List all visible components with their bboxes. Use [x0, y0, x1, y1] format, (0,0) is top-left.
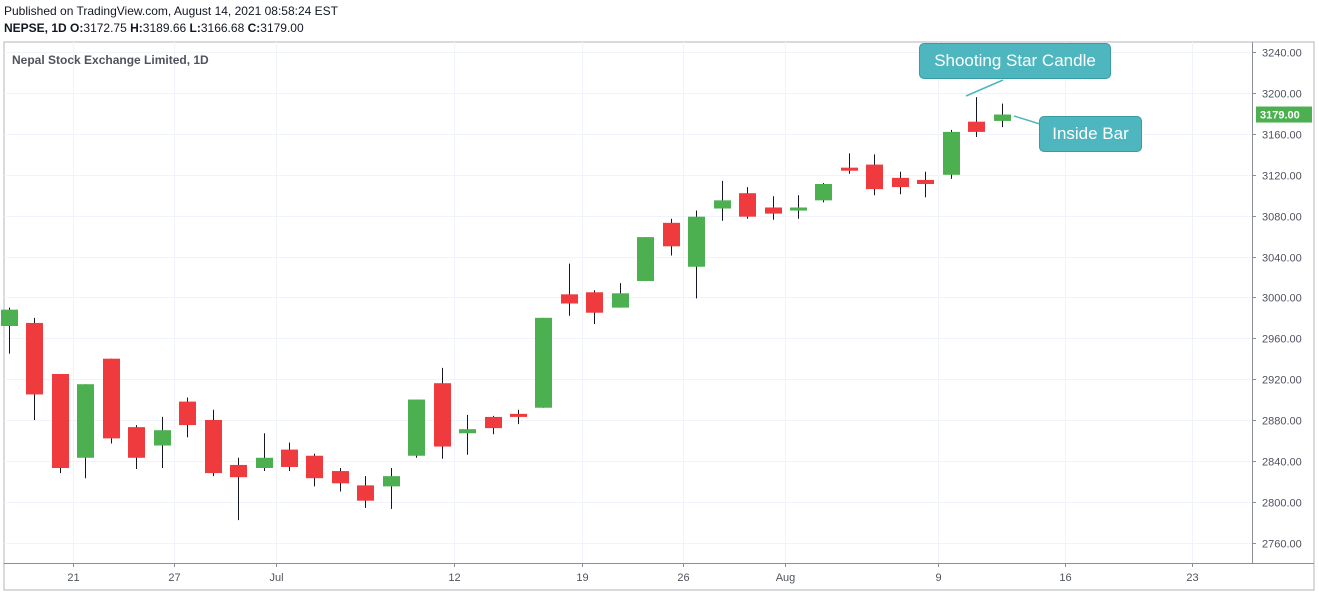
candles-layer [1, 97, 1011, 521]
candle-body-down [128, 427, 145, 458]
x-tick-label: 12 [448, 572, 460, 584]
candle-body-up [256, 457, 273, 468]
candle-body-down [510, 413, 527, 417]
candle-body-down [179, 401, 196, 426]
x-tick-label: 16 [1059, 572, 1071, 584]
time-axis[interactable]: 21 27 Jul 12 19 26 Aug 9 16 23 [67, 563, 1199, 584]
x-tick-label: 27 [168, 572, 180, 584]
candle-body-down [103, 358, 120, 439]
candle-body-up [535, 317, 552, 408]
inside-bar-annotation[interactable]: Inside Bar [1039, 116, 1142, 152]
candle-body-down [561, 294, 578, 304]
last-price-label: 3179.00 [1260, 110, 1300, 122]
chart-header: Published on TradingView.com, August 14,… [4, 3, 338, 37]
candle-body-down [434, 383, 451, 447]
candle-body-down [52, 374, 69, 468]
high-value: 3189.66 [142, 21, 187, 35]
candle-body-up [383, 476, 400, 487]
x-tick-label: Jul [269, 572, 283, 584]
candle-body-down [892, 177, 909, 188]
candle-body-down [357, 485, 374, 501]
candle-body-up [1, 309, 18, 326]
ohlc-line: NEPSE, 1D O:3172.75 H:3189.66 L:3166.68 … [4, 20, 338, 37]
x-tick-label: 26 [677, 572, 689, 584]
shooting-star-pointer [965, 79, 1004, 97]
last-price-marker: 3179.00 [1256, 106, 1312, 123]
y-tick-label: 3000.00 [1262, 293, 1302, 305]
x-tick-label: Aug [776, 572, 796, 584]
candle-body-down [306, 455, 323, 479]
open-label: O: [70, 21, 84, 35]
candle-body-down [739, 193, 756, 217]
y-tick-label: 2760.00 [1262, 539, 1302, 551]
y-tick-label: 3200.00 [1262, 89, 1302, 101]
candle-body-up [994, 114, 1011, 121]
low-value: 3166.68 [200, 21, 245, 35]
candle-body-up [637, 237, 654, 282]
candle-body-down [765, 207, 782, 214]
candle-body-down [332, 471, 349, 484]
last-price-badge [1256, 106, 1312, 123]
candle-body-up [943, 131, 960, 175]
x-tick-label: 23 [1186, 572, 1198, 584]
candle-body-up [612, 293, 629, 308]
candle-body-up [714, 200, 731, 209]
low-label: L: [189, 21, 201, 35]
candle-body-up [815, 183, 832, 201]
candle-body-down [841, 167, 858, 171]
close-value: 3179.00 [260, 21, 304, 35]
candle-body-up [408, 399, 425, 456]
candle-body-down [586, 292, 603, 313]
candle-body-down [485, 416, 502, 429]
y-tick-label: 3160.00 [1262, 130, 1302, 142]
published-line: Published on TradingView.com, August 14,… [4, 4, 339, 18]
y-tick-label: 3240.00 [1262, 48, 1302, 60]
candle-body-up [790, 207, 807, 211]
high-label: H: [130, 21, 143, 35]
candle-body-up [688, 216, 705, 267]
candle-body-up [459, 429, 476, 434]
y-tick-label: 2920.00 [1262, 375, 1302, 387]
inside-bar-pointer [1013, 115, 1041, 125]
x-tick-label: 19 [576, 572, 588, 584]
candle-body-down [663, 222, 680, 247]
open-value: 3172.75 [83, 21, 127, 35]
candle-body-down [281, 449, 298, 467]
candle-body-up [77, 384, 94, 458]
y-tick-label: 3120.00 [1262, 171, 1302, 183]
x-tick-label: 9 [935, 572, 941, 584]
y-tick-label: 2800.00 [1262, 498, 1302, 510]
candle-body-down [230, 464, 247, 478]
y-tick-label: 2840.00 [1262, 457, 1302, 469]
candle-body-down [968, 121, 985, 132]
candle-body-down [26, 322, 43, 395]
chart-title: Nepal Stock Exchange Limited, 1D [12, 53, 209, 67]
y-tick-label: 2960.00 [1262, 334, 1302, 346]
candle-body-down [917, 179, 934, 184]
price-axis[interactable]: 3240.00 3200.00 3160.00 3120.00 3080.00 3040.… [1252, 48, 1302, 551]
candle-body-down [866, 164, 883, 190]
close-label: C: [247, 21, 261, 35]
y-tick-label: 3040.00 [1262, 253, 1302, 265]
shooting-star-annotation[interactable]: Shooting Star Candle [919, 43, 1111, 79]
y-tick-label: 2880.00 [1262, 416, 1302, 428]
candle-body-down [205, 419, 222, 474]
candle-body-up [154, 430, 171, 446]
symbol-label: NEPSE, 1D [4, 21, 67, 35]
y-tick-label: 3080.00 [1262, 212, 1302, 224]
x-tick-label: 21 [67, 572, 79, 584]
